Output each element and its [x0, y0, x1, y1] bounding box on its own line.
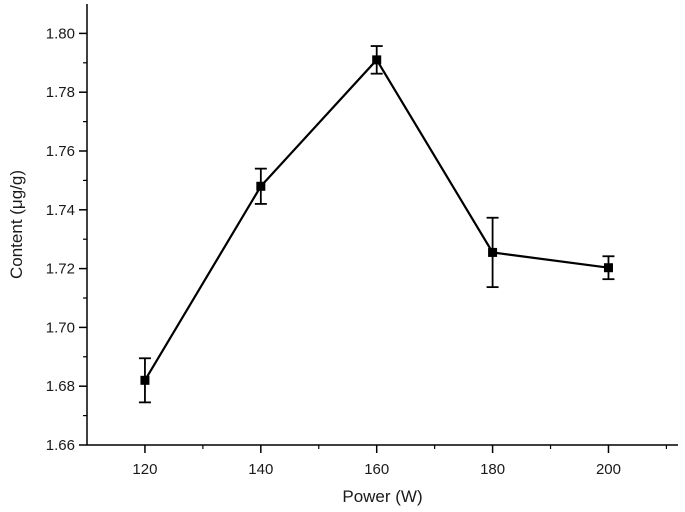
axes-layer: 1.66 1.68 1.70 1.72 1.74 1.76 1.78 1.80 120 140 16… — [46, 4, 678, 478]
y-tick-label: 1.80 — [46, 25, 75, 42]
data-point-marker — [256, 181, 266, 191]
y-tick-label: 1.66 — [46, 437, 75, 454]
data-point-marker — [372, 55, 382, 65]
x-tick-label: 200 — [596, 461, 621, 478]
data-point-marker — [488, 247, 498, 257]
data-layer — [138, 45, 615, 404]
y-tick-label: 1.72 — [46, 261, 75, 278]
data-point-marker — [140, 375, 150, 385]
y-tick-label: 1.76 — [46, 143, 75, 160]
x-tick-label: 160 — [364, 461, 389, 478]
x-tick-label: 140 — [248, 461, 273, 478]
y-tick-label: 1.78 — [46, 84, 75, 101]
series-line — [143, 58, 609, 381]
y-tick-label: 1.70 — [46, 319, 75, 336]
x-tick-label: 120 — [132, 461, 157, 478]
y-tick-label: 1.74 — [46, 202, 75, 219]
x-tick-label: 180 — [480, 461, 505, 478]
y-axis-title: Content (μg/g) — [7, 170, 26, 279]
y-tick-label: 1.68 — [46, 378, 75, 395]
data-point-marker — [603, 263, 613, 273]
x-axis-title: Power (W) — [342, 487, 422, 506]
